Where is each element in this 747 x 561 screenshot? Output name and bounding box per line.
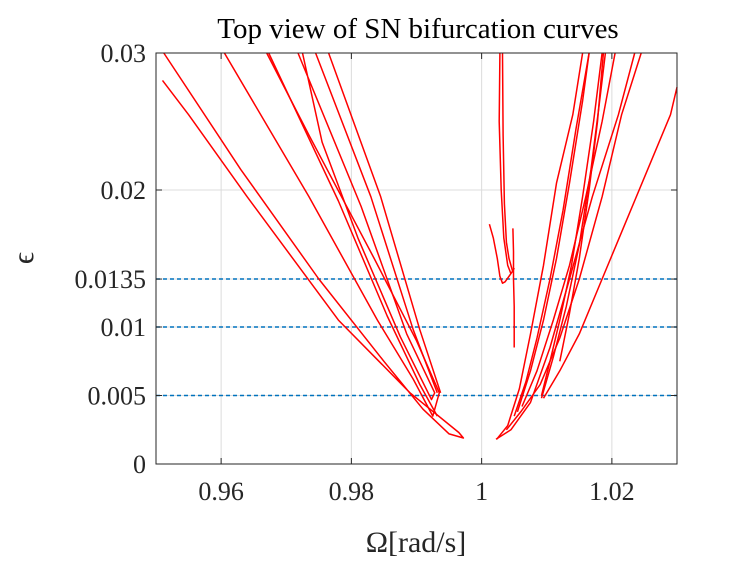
curve-right-5 — [516, 52, 590, 413]
curve-left-3 — [268, 52, 438, 417]
x-tick-label: 0.96 — [198, 477, 244, 506]
curve-right-8 — [540, 52, 603, 396]
y-tick-label: 0.03 — [101, 39, 147, 68]
x-tick-label: 1.02 — [589, 477, 635, 506]
y-tick-label: 0.02 — [101, 176, 147, 205]
curve-right-1 — [495, 52, 636, 440]
y-tick-labels: 0 0.005 0.01 0.0135 0.02 0.03 — [75, 39, 147, 479]
curve-right-small-3 — [501, 52, 514, 273]
y-tick-label: 0.01 — [101, 313, 147, 342]
ticks — [156, 52, 677, 465]
curve-right-small-2 — [498, 52, 512, 274]
y-tick-label: 0.005 — [88, 382, 147, 411]
curve-left-4 — [297, 52, 436, 401]
chart-title: Top view of SN bifurcation curves — [217, 13, 618, 45]
curve-right-7 — [542, 87, 678, 399]
curve-right-small-1 — [488, 223, 515, 284]
curve-right-10 — [559, 52, 605, 362]
x-tick-label: 0.98 — [329, 477, 375, 506]
y-tick-label: 0 — [133, 450, 146, 479]
curves — [161, 52, 678, 440]
curve-left-6 — [327, 52, 442, 394]
curve-right-2 — [496, 52, 584, 440]
curve-right-3 — [505, 52, 642, 431]
y-tick-label: 0.0135 — [75, 265, 147, 294]
curve-right-small-4 — [512, 228, 515, 348]
x-axis-label: Ω[rad/s] — [366, 526, 467, 559]
plot-frame — [155, 52, 678, 465]
curve-left-5 — [314, 52, 439, 394]
x-tick-label: 1 — [475, 477, 488, 506]
curve-right-4 — [513, 52, 590, 417]
y-axis-label: ϵ — [7, 252, 40, 264]
curve-right-6 — [521, 52, 616, 407]
x-tick-labels: 0.96 0.98 1 1.02 — [198, 477, 634, 506]
curve-left-1 — [161, 52, 465, 439]
curve-left-2 — [223, 52, 441, 417]
horizontal-reference-lines — [156, 278, 677, 397]
